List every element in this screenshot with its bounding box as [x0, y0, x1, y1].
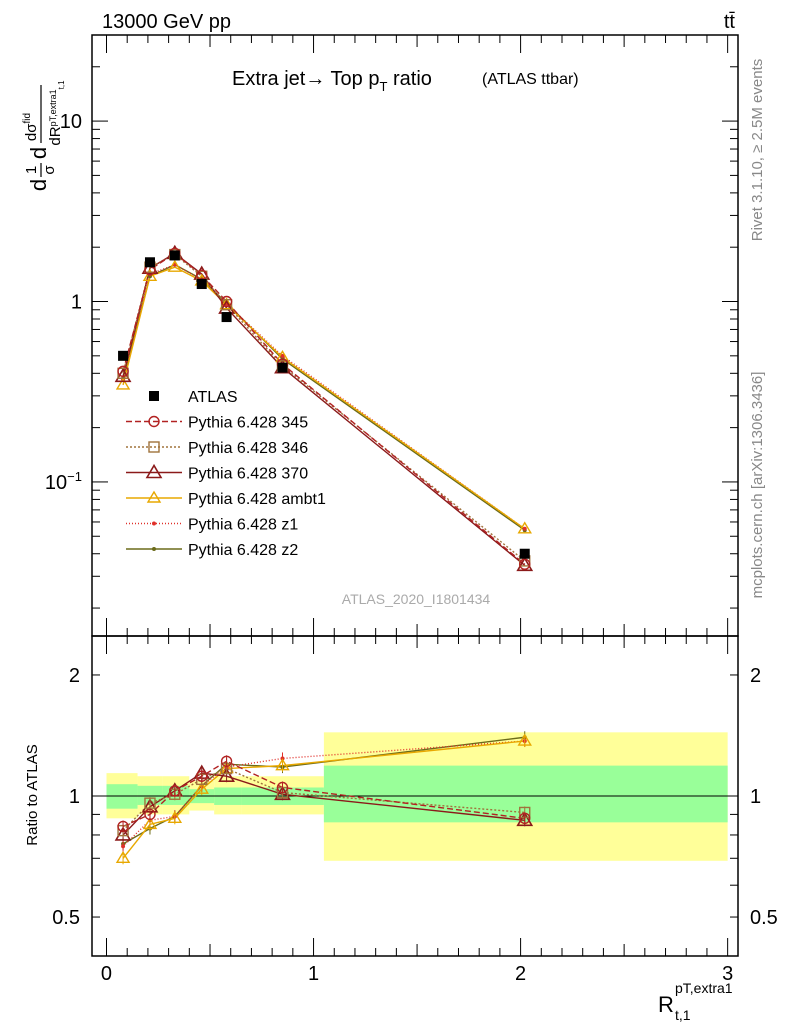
x-label-sup: pT,extra1 — [675, 980, 733, 996]
legend-marker — [145, 463, 163, 479]
main-point-pythia-6-428-345 — [519, 558, 531, 570]
main-point-pythia-6-428-z1 — [522, 526, 527, 531]
svg-text:d: d — [26, 147, 51, 159]
ratio-point-pythia-6-428-370 — [218, 767, 235, 783]
ratio-point-pythia-6-428-370 — [274, 785, 291, 801]
ratio-ytick-label-left: 1 — [69, 786, 80, 808]
ratio-ytick-label-right: 0.5 — [750, 907, 778, 929]
analysis-watermark: ATLAS_2020_I1801434 — [342, 591, 491, 607]
ratio-point-pythia-6-428-345 — [276, 781, 289, 794]
main-point-atlas — [221, 312, 232, 323]
legend-marker — [148, 415, 160, 428]
ratio-ytick-label-left: 0.5 — [52, 907, 80, 929]
ratio-ytick-label-right: 1 — [750, 786, 761, 808]
legend: ATLAS Pythia 6.428 345 Pythia 6.428 346 Pyt… — [126, 389, 326, 559]
xtick-label: 2 — [515, 963, 526, 985]
ratio-point-pythia-6-428-ambt1 — [142, 817, 158, 830]
title-main: Extra jet→ Top p — [232, 68, 379, 90]
main-line-pythia-6-428-z1 — [122, 263, 526, 530]
ratio-point-pythia-6-428-345 — [196, 770, 208, 782]
ratio-point-pythia-6-428-ambt1 — [115, 850, 131, 863]
main-point-pythia-6-428-ambt1 — [142, 268, 158, 281]
title-sub: T — [379, 79, 387, 94]
ratio-point-pythia-6-428-z1 — [121, 844, 126, 849]
main-point-pythia-6-428-345 — [117, 365, 129, 378]
legend-marker — [152, 521, 156, 526]
legend-marker — [146, 490, 162, 503]
ratio-point-pythia-6-428-ambt1 — [275, 758, 290, 771]
header-process: tt̄ — [724, 11, 736, 33]
main-ytick-label: 10 — [60, 111, 82, 133]
main-point-pythia-6-428-z1 — [280, 353, 285, 358]
svg-text:d: d — [26, 179, 51, 191]
rivet-label: Rivet 3.1.10, ≥ 2.5M events — [749, 59, 766, 242]
main-point-pythia-6-428-346 — [220, 299, 233, 311]
svg-text:1: 1 — [23, 166, 40, 174]
x-axis-label: R pT,extra1 t,1 — [658, 980, 733, 1023]
ratio-point-pythia-6-428-370 — [516, 811, 534, 827]
main-point-atlas — [144, 257, 155, 268]
legend-label: ATLAS — [188, 389, 238, 406]
main-point-pythia-6-428-370 — [516, 556, 534, 572]
legend-label: Pythia 6.428 z1 — [188, 517, 298, 534]
xtick-label: 1 — [308, 963, 319, 985]
legend-label: Pythia 6.428 346 — [188, 440, 308, 457]
ratio-point-pythia-6-428-345 — [144, 808, 156, 821]
title-note: (ATLAS ttbar) — [482, 71, 579, 88]
mcplots-label: mcplots.cern.ch [arXiv:1306.3436] — [749, 372, 766, 599]
x-label-main: R — [658, 992, 674, 1017]
legend-marker — [152, 547, 156, 551]
xtick-label: 3 — [722, 963, 733, 985]
legend-label: Pythia 6.428 z2 — [188, 542, 298, 559]
legend-marker — [148, 441, 160, 453]
ratio-ylabel: Ratio to ATLAS — [24, 744, 41, 845]
main-point-atlas — [277, 362, 288, 373]
main-point-pythia-6-428-345 — [220, 295, 233, 308]
xtick-label: 0 — [101, 963, 112, 985]
legend-label: Pythia 6.428 ambt1 — [188, 491, 326, 508]
main-point-atlas — [519, 548, 530, 559]
main-point-pythia-6-428-ambt1 — [167, 259, 183, 272]
main-point-pythia-6-428-ambt1 — [115, 377, 131, 390]
ratio-point-pythia-6-428-ambt1 — [517, 733, 532, 746]
svg-text:dσfid: dσfid — [22, 113, 40, 141]
ratio-point-pythia-6-428-345 — [169, 785, 181, 797]
ratio-point-pythia-6-428-346 — [144, 797, 156, 809]
main-point-pythia-6-428-ambt1 — [517, 521, 532, 534]
legend-label: Pythia 6.428 345 — [188, 415, 308, 432]
ratio-panel: 2 2 1 1 0.5 0.5 0 1 2 3 — [52, 635, 778, 985]
legend-label: Pythia 6.428 370 — [188, 466, 308, 483]
svg-text:σ: σ — [41, 165, 58, 175]
main-point-atlas — [196, 279, 207, 290]
main-point-pythia-6-428-ambt1 — [219, 297, 234, 310]
ratio-point-pythia-6-428-ambt1 — [167, 810, 183, 824]
main-panel: 10 1 10−1 — [45, 34, 739, 637]
main-point-atlas — [169, 250, 180, 261]
ratio-point-pythia-6-428-370 — [114, 826, 132, 841]
chart-title: Extra jet→ Top pT ratio — [232, 68, 432, 94]
ratio-point-pythia-6-428-ambt1 — [194, 781, 209, 794]
x-label-sub: t,1 — [675, 1007, 691, 1023]
header-energy: 13000 GeV pp — [102, 11, 231, 33]
title-tail: ratio — [387, 68, 431, 90]
ratio-point-pythia-6-428-345 — [519, 812, 531, 825]
ratio-ytick-label-right: 2 — [750, 665, 761, 687]
ratio-point-pythia-6-428-345 — [117, 820, 129, 833]
legend-marker — [149, 391, 159, 401]
ratio-point-pythia-6-428-345 — [220, 755, 233, 767]
main-point-atlas — [118, 350, 129, 361]
main-line-pythia-6-428-345 — [122, 252, 526, 565]
main-line-pythia-6-428-370 — [122, 252, 526, 566]
main-ytick-label: 10−1 — [45, 469, 82, 494]
main-ylabel: d 1 σ d dσfid dRpT,extra1t,1 — [22, 80, 66, 191]
main-ytick-label: 1 — [71, 292, 82, 314]
ratio-ytick-label-left: 2 — [69, 665, 80, 687]
